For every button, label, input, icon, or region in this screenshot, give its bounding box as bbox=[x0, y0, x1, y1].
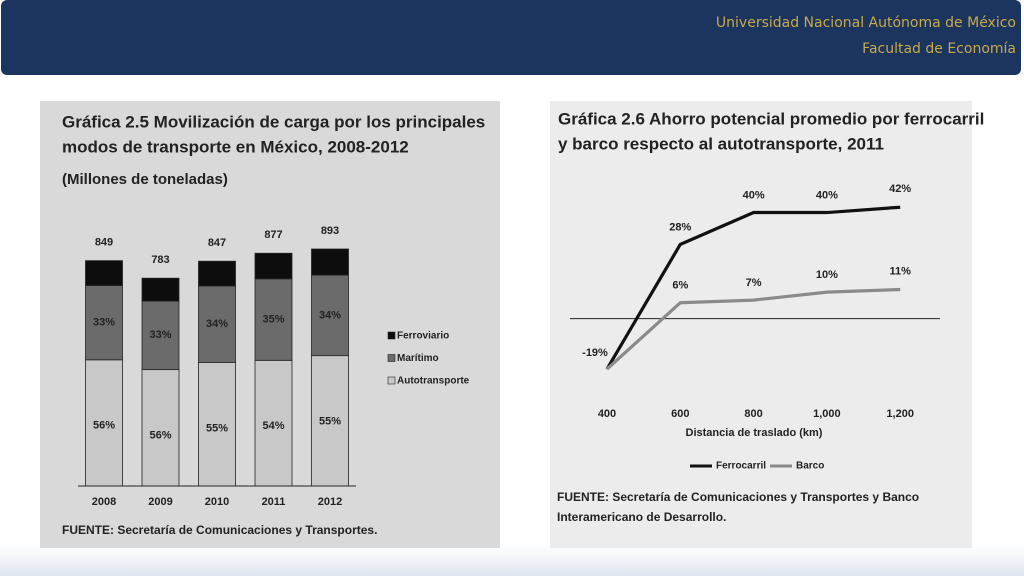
data-label: 33% bbox=[93, 317, 115, 329]
legend-swatch bbox=[387, 354, 396, 362]
bar-segment bbox=[198, 285, 236, 363]
source-note: Interamericano de Desarrollo. bbox=[557, 510, 726, 524]
data-label: 6% bbox=[672, 280, 688, 292]
footer-band bbox=[0, 545, 1024, 576]
chart-subtitle: (Millones de toneladas) bbox=[62, 171, 228, 188]
bar-segment bbox=[141, 300, 180, 371]
data-label: 35% bbox=[262, 313, 284, 325]
data-label: 56% bbox=[93, 420, 115, 432]
x-tick-label: 1,200 bbox=[886, 408, 914, 420]
data-label: 11% bbox=[889, 265, 911, 277]
legend-label: Autotransporte bbox=[397, 376, 470, 387]
x-tick-label: 400 bbox=[598, 408, 616, 420]
x-tick-label: 2008 bbox=[92, 496, 116, 508]
data-label: 54% bbox=[262, 420, 284, 432]
x-tick-label: 2009 bbox=[148, 496, 172, 508]
bar-segment bbox=[311, 248, 349, 276]
x-tick-label: 2012 bbox=[318, 496, 342, 508]
bar-segment bbox=[141, 277, 180, 302]
series-line bbox=[605, 205, 901, 370]
data-label: 28% bbox=[669, 221, 691, 233]
header-line: Facultad de Economía bbox=[862, 41, 1016, 57]
legend-swatch bbox=[387, 376, 396, 385]
chart-title: Gráfica 2.6 Ahorro potencial promedio po… bbox=[558, 109, 984, 128]
legend-label: Marítimo bbox=[397, 353, 439, 364]
chart-title: y barco respecto al autotransporte, 2011 bbox=[558, 134, 884, 153]
bar-segment bbox=[311, 274, 349, 357]
bar-segment bbox=[85, 359, 123, 487]
legend-label: Ferroviario bbox=[397, 331, 449, 342]
data-label: 55% bbox=[206, 422, 228, 434]
x-axis-label: Distancia de traslado (km) bbox=[686, 427, 823, 439]
data-label: 34% bbox=[206, 318, 228, 330]
total-label: 847 bbox=[208, 237, 226, 249]
total-label: 783 bbox=[151, 254, 169, 266]
header-bar bbox=[1, 0, 1021, 75]
chart-title: Gráfica 2.5 Movilización de carga por lo… bbox=[62, 112, 485, 131]
bar-segment bbox=[141, 369, 180, 487]
bar-segment bbox=[198, 260, 236, 287]
legend-swatch bbox=[387, 331, 396, 340]
x-tick-label: 800 bbox=[744, 408, 762, 420]
data-label: -19% bbox=[582, 347, 608, 359]
x-tick-label: 2010 bbox=[205, 496, 229, 508]
x-tick-label: 2011 bbox=[262, 496, 286, 508]
data-label: 42% bbox=[889, 183, 911, 195]
total-label: 877 bbox=[264, 229, 282, 241]
data-label: 56% bbox=[149, 430, 171, 442]
bar-segment bbox=[85, 260, 123, 286]
source-note: FUENTE: Secretaría de Comunicaciones y T… bbox=[62, 523, 377, 537]
data-label: 40% bbox=[816, 189, 838, 201]
x-tick-label: 1,000 bbox=[813, 408, 841, 420]
legend-label: Barco bbox=[796, 461, 824, 472]
data-label: 34% bbox=[319, 309, 341, 321]
x-tick-label: 600 bbox=[671, 408, 689, 420]
chart-panel bbox=[550, 101, 972, 548]
chart-title: modos de transporte en México, 2008-2012 bbox=[62, 137, 409, 156]
source-note: FUENTE: Secretaría de Comunicaciones y T… bbox=[557, 490, 919, 504]
data-label: 40% bbox=[743, 189, 765, 201]
bar-segment bbox=[254, 278, 293, 361]
data-label: 7% bbox=[746, 277, 762, 289]
bar-segment bbox=[311, 355, 349, 487]
legend-label: Ferrocarril bbox=[716, 461, 766, 472]
data-label: 33% bbox=[149, 329, 171, 341]
bar-segment bbox=[254, 252, 293, 280]
header-line: Universidad Nacional Autónoma de México bbox=[716, 15, 1016, 31]
total-label: 893 bbox=[321, 225, 339, 237]
data-label: 10% bbox=[816, 269, 838, 281]
total-label: 849 bbox=[95, 237, 113, 249]
data-label: 55% bbox=[319, 416, 341, 428]
series-line bbox=[605, 287, 901, 371]
